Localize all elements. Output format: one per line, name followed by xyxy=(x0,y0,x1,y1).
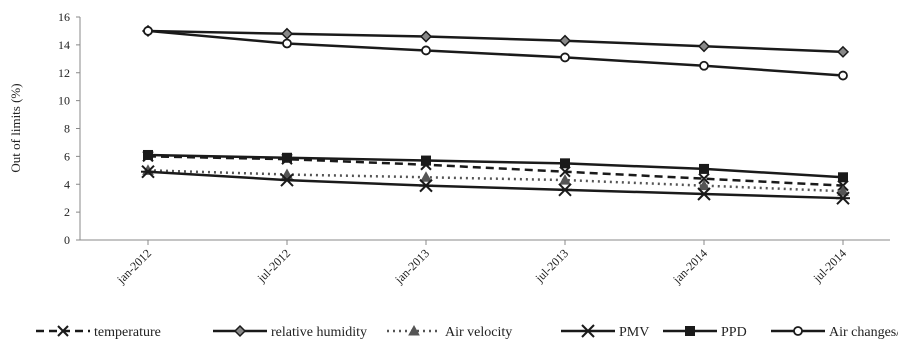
legend-label: temperature xyxy=(94,325,161,340)
data-point xyxy=(280,27,294,40)
legend-label: Air velocity xyxy=(445,325,512,340)
data-point xyxy=(838,70,848,81)
data-point xyxy=(697,187,711,201)
legend-swatch-marker xyxy=(581,324,595,338)
legend-swatch-marker xyxy=(685,326,695,336)
legend-swatch-marker xyxy=(793,326,803,336)
y-axis-ticks: 0 2 4 6 8 10 12 14 16 xyxy=(58,10,80,247)
legend-label: relative humidity xyxy=(271,325,367,340)
x-axis-ticks: jan-2012 jul-2012 jan-2013 jul-2013 jan-2014… xyxy=(113,240,849,287)
x-tick-label: jan-2013 xyxy=(391,246,432,287)
data-point xyxy=(421,155,431,166)
data-point xyxy=(420,171,432,182)
y-tick-label: 6 xyxy=(64,149,70,163)
data-point xyxy=(143,26,153,36)
data-point xyxy=(698,179,710,191)
series-1 xyxy=(141,24,850,58)
data-point xyxy=(697,40,711,53)
data-point xyxy=(421,45,431,56)
data-point xyxy=(282,38,292,49)
data-point xyxy=(836,45,850,58)
data-point xyxy=(837,185,849,196)
series-line xyxy=(147,153,844,179)
legend-label: PPD xyxy=(721,325,747,340)
series-group xyxy=(141,24,850,205)
legend-label: PMV xyxy=(619,325,649,340)
data-point xyxy=(280,173,294,187)
data-point xyxy=(419,30,433,43)
data-point xyxy=(698,172,710,185)
legend-swatch-marker xyxy=(408,324,420,336)
data-point xyxy=(838,172,848,183)
data-point xyxy=(558,183,572,197)
series-3 xyxy=(141,164,850,205)
y-tick-label: 14 xyxy=(58,38,70,52)
data-point xyxy=(560,158,570,169)
series-line xyxy=(147,29,844,54)
legend-swatch-marker xyxy=(233,324,247,338)
series-line xyxy=(147,170,844,200)
legend-swatch-marker xyxy=(57,325,69,337)
y-tick-label: 12 xyxy=(58,66,70,80)
series-4 xyxy=(143,149,848,183)
data-point xyxy=(836,191,850,205)
series-line xyxy=(147,169,844,193)
y-tick-label: 0 xyxy=(64,233,70,247)
x-tick-label: jul-2014 xyxy=(810,246,849,285)
y-axis-title: Out of limits (%) xyxy=(8,83,23,172)
legend-item: temperature xyxy=(36,325,161,340)
data-point xyxy=(559,174,571,185)
y-tick-label: 4 xyxy=(64,177,70,191)
y-tick-label: 2 xyxy=(64,205,70,219)
legend: temperature relative humidity Air velocity… xyxy=(36,324,898,340)
data-point xyxy=(560,52,570,63)
data-point xyxy=(419,178,433,193)
data-point xyxy=(282,152,292,163)
series-line xyxy=(147,155,844,187)
legend-item: relative humidity xyxy=(213,324,367,340)
legend-item: Air velocity xyxy=(387,324,512,340)
data-point xyxy=(143,149,153,160)
x-tick-label: jan-2014 xyxy=(669,246,710,287)
legend-item: PPD xyxy=(663,325,747,340)
data-point xyxy=(699,163,709,174)
x-tick-label: jan-2012 xyxy=(113,246,154,287)
y-tick-label: 16 xyxy=(58,10,70,24)
x-tick-label: jul-2012 xyxy=(254,246,293,285)
data-point xyxy=(559,165,571,178)
x-tick-label: jul-2013 xyxy=(532,246,571,285)
series-5 xyxy=(143,26,848,81)
data-point xyxy=(558,34,572,47)
legend-item: PMV xyxy=(561,324,649,340)
legend-item: Air changes/hour xyxy=(771,325,898,340)
data-point xyxy=(699,60,709,71)
series-2 xyxy=(142,164,849,196)
y-tick-label: 10 xyxy=(58,94,70,108)
data-point xyxy=(141,164,155,179)
series-line xyxy=(147,29,844,77)
legend-label: Air changes/hour xyxy=(829,325,898,340)
y-tick-label: 8 xyxy=(64,122,70,136)
